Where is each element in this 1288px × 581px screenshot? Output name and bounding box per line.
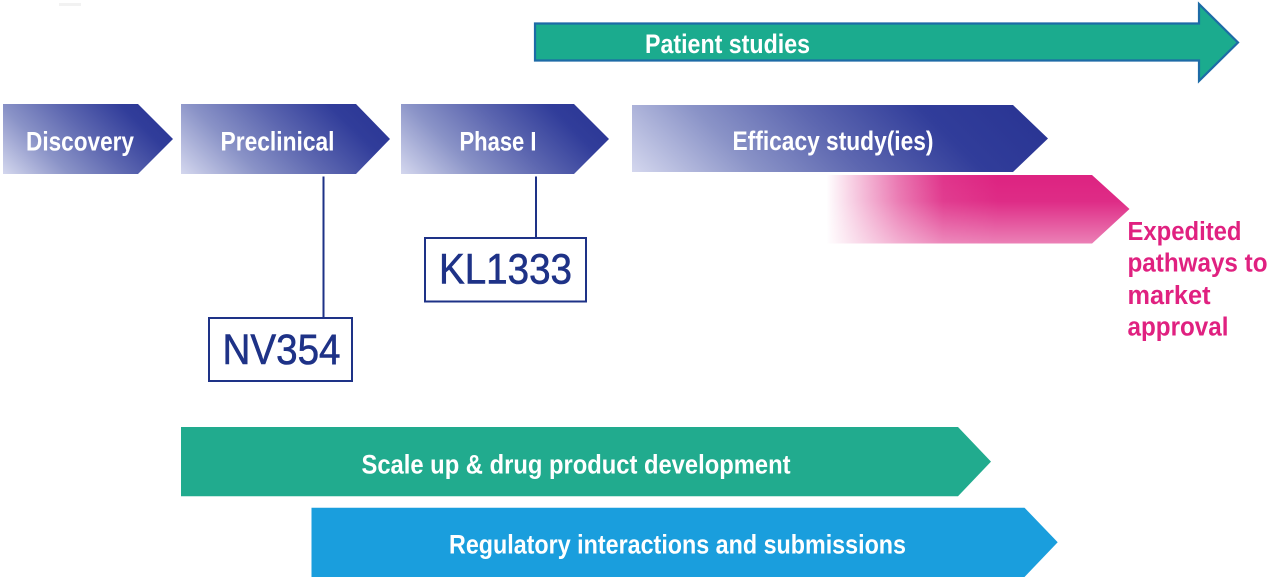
svg-text:pathways to: pathways to (1128, 250, 1268, 278)
svg-text:Discovery: Discovery (26, 126, 134, 156)
svg-text:NV354: NV354 (223, 326, 341, 374)
svg-text:Patient studies: Patient studies (645, 29, 810, 59)
svg-text:approval: approval (1128, 313, 1229, 341)
svg-text:Efficacy study(ies): Efficacy study(ies) (733, 126, 934, 156)
svg-text:Scale up & drug product develo: Scale up & drug product development (362, 449, 791, 479)
svg-text:Expedited: Expedited (1128, 218, 1242, 246)
svg-text:KL1333: KL1333 (439, 246, 572, 294)
svg-text:Phase I: Phase I (460, 126, 537, 156)
svg-text:Regulatory interactions and su: Regulatory interactions and submissions (449, 530, 906, 560)
svg-text:market: market (1128, 282, 1211, 310)
svg-text:Preclinical: Preclinical (221, 126, 335, 156)
